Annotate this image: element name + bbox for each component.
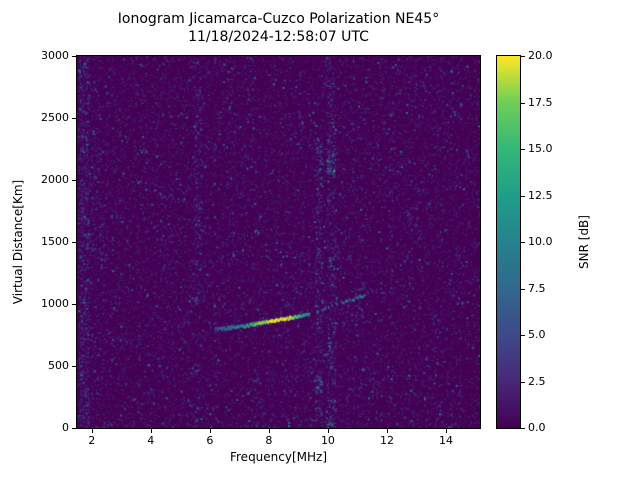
y-tick-mark bbox=[72, 118, 76, 119]
colorbar-tick-label: 5.0 bbox=[528, 328, 546, 341]
x-tick-mark bbox=[150, 429, 152, 433]
y-tick-label: 2500 bbox=[41, 111, 69, 124]
y-tick-label: 3000 bbox=[41, 49, 69, 62]
colorbar-tick-label: 17.5 bbox=[528, 95, 553, 109]
colorbar-tick-label: 20.0 bbox=[528, 49, 553, 62]
colorbar-tick-mark bbox=[521, 428, 525, 429]
colorbar-tick-mark bbox=[521, 195, 525, 197]
chart-title: Ionogram Jicamarca-Cuzco Polarization NE… bbox=[77, 10, 480, 46]
x-tick-mark bbox=[446, 429, 448, 433]
y-tick-mark bbox=[72, 428, 76, 429]
x-tick-mark bbox=[209, 429, 211, 433]
colorbar bbox=[496, 55, 521, 429]
x-tick-label: 8 bbox=[265, 434, 273, 447]
y-tick-mark bbox=[72, 180, 76, 181]
colorbar-tick-label: 7.5 bbox=[528, 281, 546, 295]
colorbar-gradient bbox=[497, 56, 520, 428]
x-tick-mark bbox=[327, 429, 329, 433]
x-tick-mark bbox=[387, 429, 388, 433]
plot-area bbox=[76, 55, 481, 429]
colorbar-tick-label: 0.0 bbox=[528, 421, 546, 434]
y-tick-mark bbox=[72, 56, 76, 57]
colorbar-tick-mark bbox=[521, 56, 525, 57]
chart-title-line2: 11/18/2024-12:58:07 UTC bbox=[188, 29, 369, 45]
x-tick-label: 4 bbox=[147, 434, 155, 447]
y-tick-label: 1500 bbox=[41, 235, 69, 248]
y-tick-label: 0 bbox=[62, 421, 69, 434]
y-axis-label: Virtual Distance[Km] bbox=[11, 179, 25, 305]
y-tick-label: 500 bbox=[48, 359, 69, 372]
x-tick-label: 12 bbox=[380, 434, 394, 447]
x-tick-mark bbox=[91, 429, 93, 433]
x-tick-label: 2 bbox=[88, 434, 96, 447]
ionogram-heatmap bbox=[77, 56, 480, 428]
x-tick-label: 14 bbox=[439, 434, 454, 447]
colorbar-tick-label: 10.0 bbox=[528, 235, 553, 248]
colorbar-tick-label: 15.0 bbox=[528, 142, 553, 155]
colorbar-tick-mark bbox=[521, 288, 525, 290]
chart-title-line1: Ionogram Jicamarca-Cuzco Polarization NE… bbox=[117, 11, 440, 27]
colorbar-label: SNR [dB] bbox=[577, 215, 591, 269]
colorbar-tick-mark bbox=[521, 335, 525, 336]
colorbar-tick-mark bbox=[521, 102, 525, 104]
x-tick-label: 10 bbox=[320, 434, 335, 447]
x-axis-label: Frequency[MHz] bbox=[229, 450, 328, 464]
x-tick-label: 6 bbox=[206, 434, 214, 447]
y-tick-mark bbox=[72, 242, 76, 243]
colorbar-tick-label: 12.5 bbox=[528, 188, 553, 202]
y-tick-label: 1000 bbox=[41, 297, 69, 310]
x-tick-mark bbox=[268, 429, 270, 433]
y-tick-mark bbox=[72, 366, 76, 367]
colorbar-tick-mark bbox=[521, 242, 525, 243]
y-tick-label: 2000 bbox=[41, 173, 69, 186]
colorbar-tick-label: 2.5 bbox=[528, 374, 546, 388]
y-tick-mark bbox=[72, 304, 76, 305]
colorbar-tick-mark bbox=[521, 149, 525, 150]
colorbar-tick-mark bbox=[521, 381, 525, 383]
